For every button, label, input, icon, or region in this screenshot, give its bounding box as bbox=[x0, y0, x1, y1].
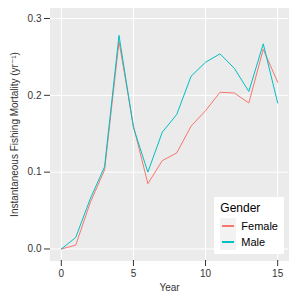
html-text:Female: Female bbox=[241, 220, 278, 232]
html-text:Male: Male bbox=[241, 236, 266, 248]
svg-text:10: 10 bbox=[200, 268, 212, 279]
svg-text:0.2: 0.2 bbox=[28, 90, 42, 101]
svg-text:5: 5 bbox=[131, 268, 137, 279]
svg-text:15: 15 bbox=[272, 268, 284, 279]
svg-text:Instantaneous Fishing Mortalit: Instantaneous Fishing Mortality (yr⁻¹) bbox=[9, 52, 20, 217]
html-text:Gender: Gender bbox=[220, 201, 261, 215]
svg-text:0.0: 0.0 bbox=[28, 243, 42, 254]
svg-text:0.1: 0.1 bbox=[28, 166, 42, 177]
svg-text:Year: Year bbox=[159, 282, 180, 293]
svg-text:0.3: 0.3 bbox=[28, 13, 42, 24]
svg-text:0: 0 bbox=[59, 268, 65, 279]
